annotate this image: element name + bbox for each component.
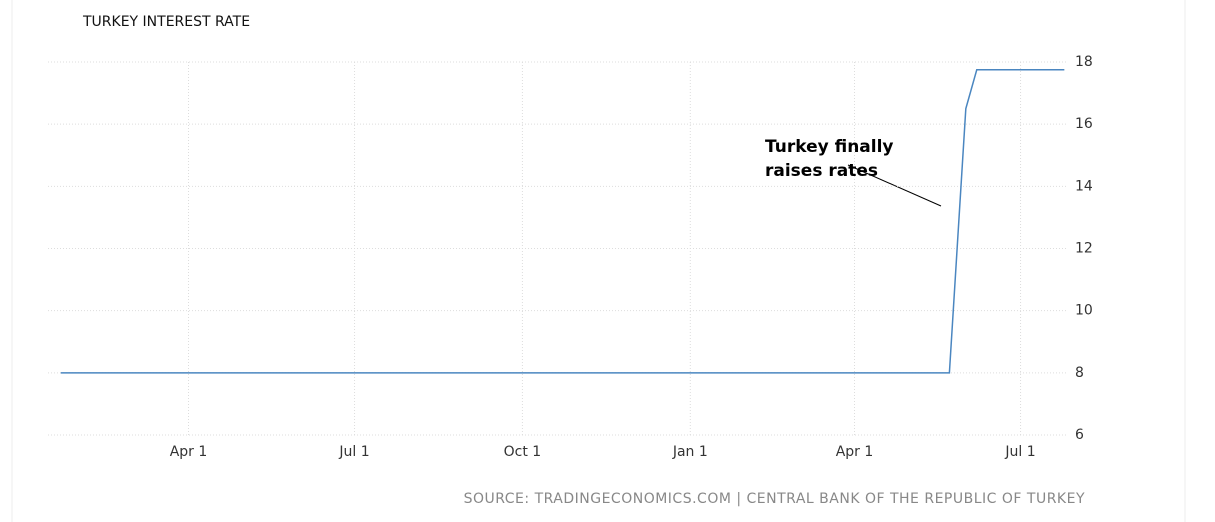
y-tick-label: 6 (1075, 427, 1084, 443)
source: SOURCE: TRADINGECONOMICS.COM | CENTRAL B… (464, 491, 1085, 507)
annotation: Turkey finally raises rates (765, 137, 894, 181)
y-tick-label: 14 (1075, 178, 1093, 194)
y-tick-label: 16 (1075, 116, 1093, 132)
x-tick-label: Jul 1 (338, 444, 369, 460)
annotation-pointer (847, 164, 942, 207)
x-tick-label: Apr 1 (836, 444, 874, 460)
y-tick-label: 18 (1075, 54, 1093, 70)
x-tick-label: Apr 1 (170, 444, 208, 460)
x-tick-label: Oct 1 (504, 444, 542, 460)
line (60, 69, 1065, 374)
y-tick-label: 8 (1075, 365, 1084, 381)
x-tick-label: Jul 1 (1004, 444, 1035, 460)
y-tick-label: 10 (1075, 303, 1093, 319)
x-tick-label: Jan 1 (672, 444, 708, 460)
chart-title: TURKEY INTEREST RATE (82, 14, 250, 30)
y-tick-label: 12 (1075, 241, 1093, 257)
